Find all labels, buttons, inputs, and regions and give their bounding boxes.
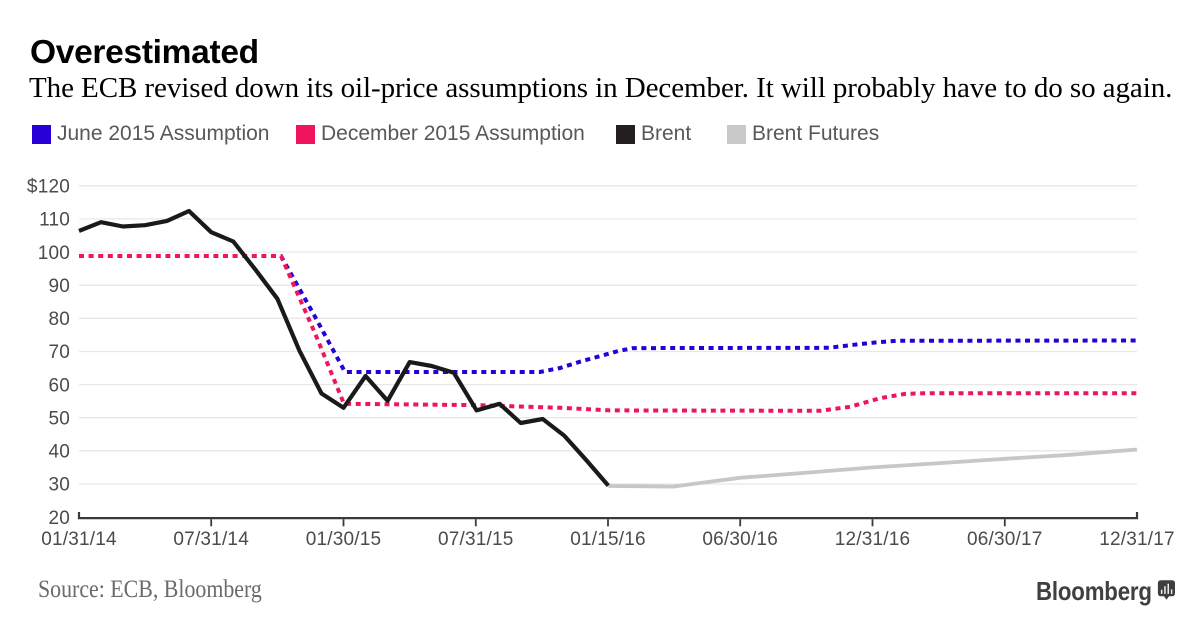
svg-text:80: 80 (48, 309, 70, 330)
svg-text:01/31/14: 01/31/14 (41, 529, 117, 550)
svg-text:110: 110 (39, 210, 70, 231)
svg-text:12/31/17: 12/31/17 (1099, 529, 1175, 550)
svg-text:90: 90 (48, 276, 70, 297)
svg-text:100: 100 (38, 243, 70, 264)
svg-text:07/31/15: 07/31/15 (438, 529, 514, 550)
svg-text:01/15/16: 01/15/16 (570, 529, 646, 550)
svg-text:06/30/17: 06/30/17 (967, 529, 1043, 550)
svg-text:30: 30 (48, 475, 70, 496)
svg-text:70: 70 (48, 342, 70, 363)
svg-text:20: 20 (48, 508, 70, 529)
svg-text:01/30/15: 01/30/15 (306, 529, 382, 550)
svg-text:60: 60 (48, 375, 70, 396)
svg-text:12/31/16: 12/31/16 (835, 529, 911, 550)
svg-text:07/31/14: 07/31/14 (173, 529, 249, 550)
svg-text:40: 40 (48, 442, 70, 463)
svg-text:$120: $120 (27, 177, 70, 198)
svg-text:06/30/16: 06/30/16 (702, 529, 778, 550)
svg-text:50: 50 (48, 408, 70, 429)
